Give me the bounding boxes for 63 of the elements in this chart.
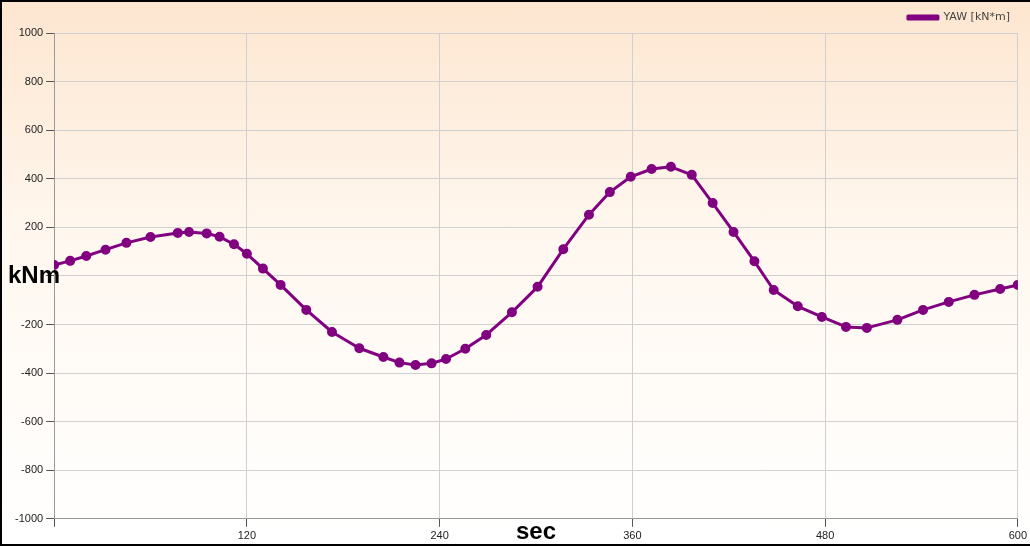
point <box>100 244 111 255</box>
point <box>728 226 739 237</box>
y-tick-label: 400 <box>24 171 44 184</box>
point <box>241 248 252 259</box>
y-tick-label: -400 <box>21 366 44 379</box>
point <box>354 343 365 354</box>
point <box>378 352 389 363</box>
y-tick-label: -600 <box>21 414 44 427</box>
point <box>768 284 779 295</box>
point <box>749 256 760 267</box>
point <box>665 161 676 172</box>
point <box>460 343 471 354</box>
point <box>969 289 980 300</box>
point <box>201 228 212 239</box>
point <box>625 171 636 182</box>
point <box>943 296 954 307</box>
point <box>426 358 437 369</box>
point <box>327 327 337 338</box>
y-tick-label: 1000 <box>18 26 44 39</box>
x-axis-title: sec <box>515 516 556 544</box>
y-axis-title: kNm <box>8 260 61 288</box>
point <box>214 231 225 242</box>
point <box>81 250 92 261</box>
point <box>229 239 240 250</box>
x-tick-label: 120 <box>237 529 257 542</box>
point <box>840 321 851 332</box>
y-tick-label: 200 <box>24 220 44 233</box>
x-tick-label: 240 <box>430 529 449 542</box>
point <box>506 307 517 318</box>
y-tick-label: -800 <box>21 463 44 476</box>
point <box>410 360 421 371</box>
point <box>707 198 718 209</box>
point <box>583 209 594 220</box>
point <box>394 357 405 368</box>
point <box>301 304 312 315</box>
point <box>65 255 76 266</box>
point <box>481 329 492 340</box>
x-tick-label: 360 <box>623 529 642 542</box>
point <box>646 164 657 175</box>
point <box>604 187 615 198</box>
point <box>558 244 569 255</box>
y-tick-label: 800 <box>24 74 44 87</box>
point <box>861 322 872 333</box>
point <box>918 304 929 315</box>
point <box>441 353 452 364</box>
x-tick-label: 480 <box>815 529 835 542</box>
point <box>892 314 903 325</box>
point <box>816 311 827 322</box>
point <box>172 227 183 238</box>
point <box>995 284 1006 295</box>
point <box>184 226 195 237</box>
x-tick-label: 600 <box>1008 529 1027 542</box>
point <box>257 263 268 274</box>
point <box>121 237 132 248</box>
point <box>532 281 543 292</box>
y-tick-label: -1000 <box>14 511 44 524</box>
y-tick-label: -200 <box>21 317 44 330</box>
point <box>686 169 697 180</box>
legend-label: YAW [kN*m] <box>942 10 1010 24</box>
point <box>145 232 156 243</box>
point <box>275 279 286 290</box>
point <box>792 301 803 312</box>
y-tick-label: 600 <box>24 123 44 136</box>
